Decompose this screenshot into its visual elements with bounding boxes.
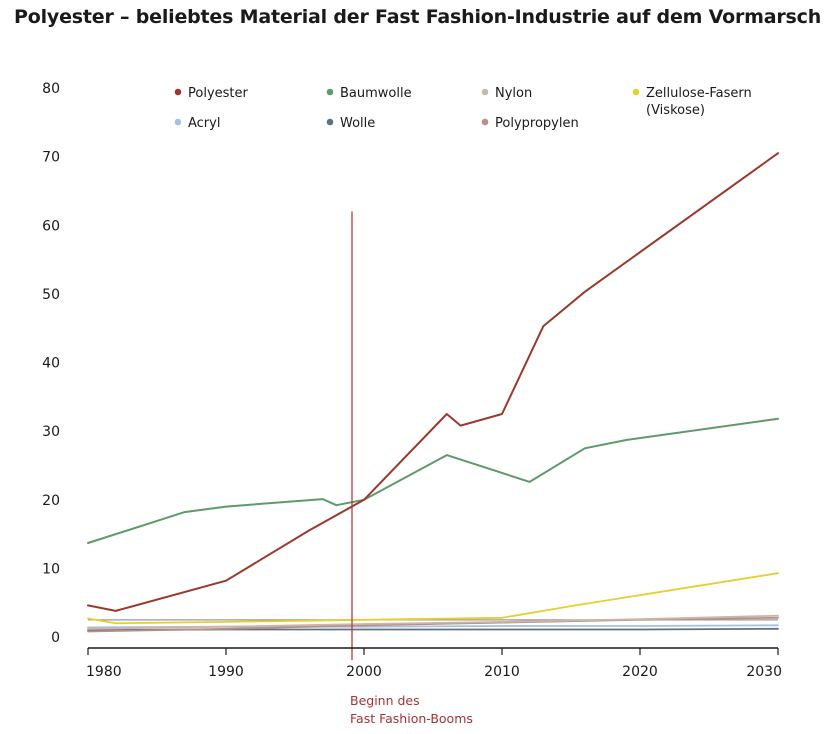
y-tick-label: 60 [42, 218, 60, 234]
y-tick-label: 70 [42, 150, 60, 166]
series-line-nylon [87, 614, 779, 630]
y-tick-label: 10 [42, 561, 60, 577]
legend-label: Baumwolle [340, 86, 412, 101]
legend-label: Wolle [340, 116, 375, 131]
chart-title: Polyester – beliebtes Material der Fast … [14, 6, 822, 28]
x-tick-label: 2030 [746, 664, 782, 680]
y-tick-label: 20 [42, 493, 60, 509]
legend-item-polyester: Polyester [174, 86, 249, 101]
y-tick-label: 0 [51, 630, 60, 646]
series-line-polyester [87, 152, 779, 612]
legend-swatch [326, 118, 334, 126]
boom-annotation-label: Fast Fashion-Booms [350, 711, 473, 726]
series-lines [87, 152, 779, 633]
legend-item-wolle: Wolle [326, 116, 375, 131]
legend-swatch [174, 118, 182, 126]
annotation-marker: Beginn des Fast Fashion-Booms [350, 211, 473, 726]
legend-swatch [326, 88, 334, 96]
series-line-zellulose-fasern-viskose [87, 572, 779, 625]
legend: Polyester Baumwolle Nylon Zellulose-Fasern (… [174, 86, 752, 131]
y-tick-label: 40 [42, 356, 60, 372]
boom-annotation-label: Beginn des [350, 693, 420, 708]
y-tick-label: 50 [42, 287, 60, 303]
x-tick-label: 1980 [86, 664, 122, 680]
legend-swatch [174, 88, 182, 96]
legend-label: (Viskose) [646, 103, 705, 118]
legend-label: Zellulose-Fasern [646, 86, 752, 101]
x-tick-label: 2010 [484, 664, 520, 680]
legend-item-acryl: Acryl [174, 116, 220, 131]
legend-item-zellulose-fasern-viskose: Zellulose-Fasern (Viskose) [632, 86, 752, 118]
legend-item-polypropylen: Polypropylen [481, 116, 579, 131]
legend-label: Polypropylen [495, 116, 579, 131]
series-line-baumwolle [87, 417, 779, 544]
x-tick-label: 2020 [622, 664, 658, 680]
y-tick-label: 80 [42, 81, 60, 97]
legend-item-nylon: Nylon [481, 86, 532, 101]
legend-label: Polyester [188, 86, 249, 101]
axes: 1980 1990 2000 2010 2020 20300102030405060708… [42, 81, 782, 680]
x-tick-label: 1990 [208, 664, 244, 680]
legend-label: Acryl [188, 116, 220, 131]
legend-swatch [481, 88, 489, 96]
legend-item-baumwolle: Baumwolle [326, 86, 412, 101]
legend-label: Nylon [495, 86, 532, 101]
legend-swatch [481, 118, 489, 126]
y-tick-label: 30 [42, 424, 60, 440]
legend-swatch [632, 88, 640, 96]
x-tick-label: 2000 [346, 664, 382, 680]
